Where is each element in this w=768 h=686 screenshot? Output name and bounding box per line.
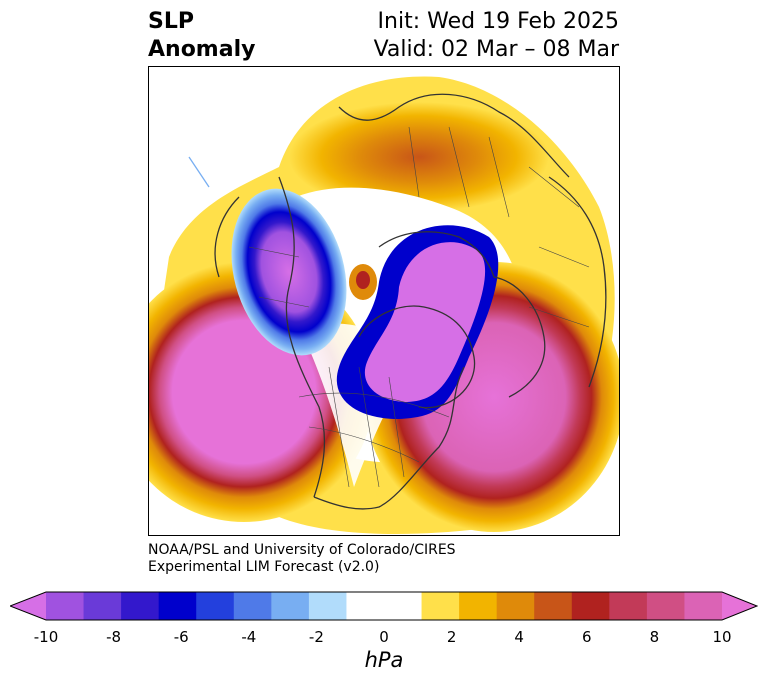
colorbar-segment	[308, 592, 347, 620]
title-line-1: SLP	[148, 9, 194, 34]
political-borders	[248, 126, 590, 488]
central-low-core	[364, 242, 486, 402]
credits: NOAA/PSL and University of Colorado/CIRE…	[148, 542, 456, 576]
colorbar-unit: hPa	[364, 648, 404, 672]
small-positive-core	[356, 271, 370, 289]
colorbar-segment	[233, 592, 272, 620]
colorbar-segment	[496, 592, 535, 620]
colorbar-tick-label: -6	[173, 628, 189, 646]
title-line-2: Anomaly	[148, 37, 256, 62]
colorbar-segment	[83, 592, 122, 620]
colorbar-segment	[421, 592, 460, 620]
colorbar-segment	[459, 592, 498, 620]
colorbar-extend-high	[722, 592, 758, 620]
init-date: Init: Wed 19 Feb 2025	[377, 9, 619, 34]
anomaly-map	[148, 66, 620, 536]
forecast-dates: Init: Wed 19 Feb 2025 Valid: 02 Mar – 08…	[374, 8, 619, 64]
colorbar-tick-label: 6	[582, 628, 592, 646]
credits-line-2: Experimental LIM Forecast (v2.0)	[148, 559, 380, 575]
colorbar-segment	[46, 592, 85, 620]
colorbar-segment	[346, 592, 385, 620]
colorbar-segment	[196, 592, 235, 620]
colorbar-tick-label: 8	[649, 628, 660, 646]
coastlines	[188, 93, 607, 510]
colorbar-ticks: -10 -8 -6 -4 -2 0 2 4 6 8 10	[0, 628, 768, 648]
colorbar-segment	[121, 592, 160, 620]
colorbar-segment	[609, 592, 648, 620]
colorbar-tick-label: -4	[241, 628, 257, 646]
colorbar-segment	[571, 592, 610, 620]
colorbar-tick-label: 0	[379, 628, 389, 646]
colorbar-tick-label: 4	[514, 628, 524, 646]
colorbar-tick-label: 2	[446, 628, 457, 646]
colorbar-segment	[158, 592, 197, 620]
anomaly-map-svg	[149, 76, 619, 534]
colorbar-extend-low	[10, 592, 46, 620]
colorbar-segment	[646, 592, 685, 620]
colorbar-segment	[271, 592, 310, 620]
colorbar-tick-label: -8	[106, 628, 122, 646]
colorbar	[10, 591, 758, 621]
colorbar-segment	[384, 592, 423, 620]
map-title: SLP Anomaly	[148, 8, 255, 64]
west-low-anomaly	[231, 188, 347, 356]
colorbar-outline	[10, 591, 758, 621]
north-positive-lobe	[289, 102, 549, 212]
colorbar-tick-label: -2	[308, 628, 324, 646]
colorbar-segment	[684, 592, 723, 620]
colorbar-segments	[10, 592, 758, 620]
colorbar-segment	[534, 592, 573, 620]
credits-line-1: NOAA/PSL and University of Colorado/CIRE…	[148, 542, 456, 558]
valid-range: Valid: 02 Mar – 08 Mar	[373, 37, 619, 62]
colorbar-tick-label: -10	[33, 628, 59, 646]
colorbar-tick-label: 10	[712, 628, 732, 646]
